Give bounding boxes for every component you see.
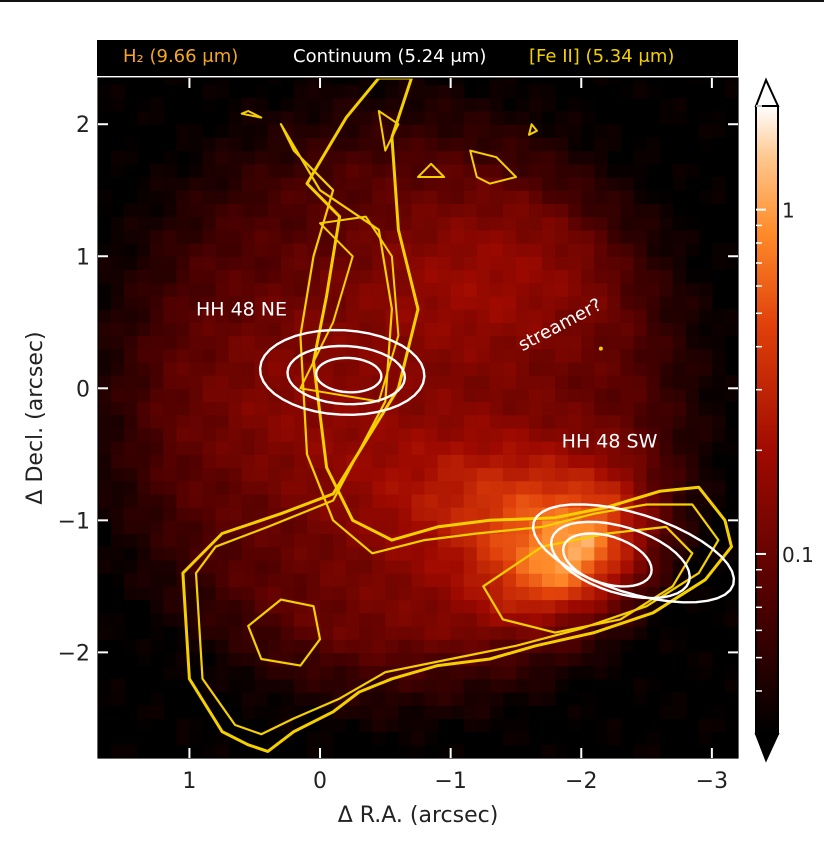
contour-feii-knot-e [528,123,538,136]
top-border [0,0,824,2]
colorbar: 10.1 [754,77,814,763]
contour-feii-knot-b [240,110,263,119]
y-axis-label: Δ Decl. (arcsec) [23,331,48,504]
contour-continuum-ne-3 [315,356,383,394]
legend-h2: H₂ (9.66 μm) [123,46,239,67]
x-tick-label: −1 [434,769,466,794]
legend-continuum: Continuum (5.24 μm) [293,46,487,67]
axes: 1 0 −1 −2 −3 2 1 0 −1 −2 [58,78,738,794]
colorbar-extend-bottom [754,733,780,763]
annotation-label: HH 48 NE [196,299,287,321]
contour-feii-knot-a [377,110,400,152]
colorbar-tick-label: 0.1 [782,543,814,567]
plot-frame [97,77,739,759]
contour-feii-inner-knot [247,598,322,667]
colorbar-gradient [755,105,779,735]
contour-feii-knot-d [469,149,517,185]
contour-continuum-ne-1 [258,328,426,416]
y-tick-label: 1 [76,245,90,270]
contour-continuum-sw-3 [562,532,653,588]
contour-continuum-sw-2 [550,520,691,600]
annotation-label: HH 48 SW [562,431,658,453]
legend-feii: [Fe II] (5.34 μm) [529,46,675,67]
y-tick-label: 0 [76,377,90,402]
y-tick-label: −1 [58,509,90,534]
y-tick-label: −2 [58,641,90,666]
colorbar-tick-label: 1 [782,199,795,223]
contour-feii-knot-c [417,162,446,178]
contour-feii-sw-core [482,525,694,634]
legend-header: H₂ (9.66 μm) Continuum (5.24 μm) [Fe II]… [97,40,738,76]
contour-overlay [181,78,736,753]
x-tick-label: −2 [565,769,597,794]
contour-feii-mid [194,123,720,736]
x-axis-label: Δ R.A. (arcsec) [338,803,499,828]
contour-continuum-ne-2 [286,344,407,406]
x-tick-label: −3 [696,769,728,794]
contour-feii-outer [181,78,733,753]
colorbar-extend-top [754,77,780,107]
continuum-heatmap [98,78,738,758]
contour-continuum-sw-1 [531,503,736,604]
x-tick-label: 1 [182,769,196,794]
streamer-marker [598,346,603,351]
x-tick-label: 0 [313,769,327,794]
y-tick-label: 2 [76,113,90,138]
